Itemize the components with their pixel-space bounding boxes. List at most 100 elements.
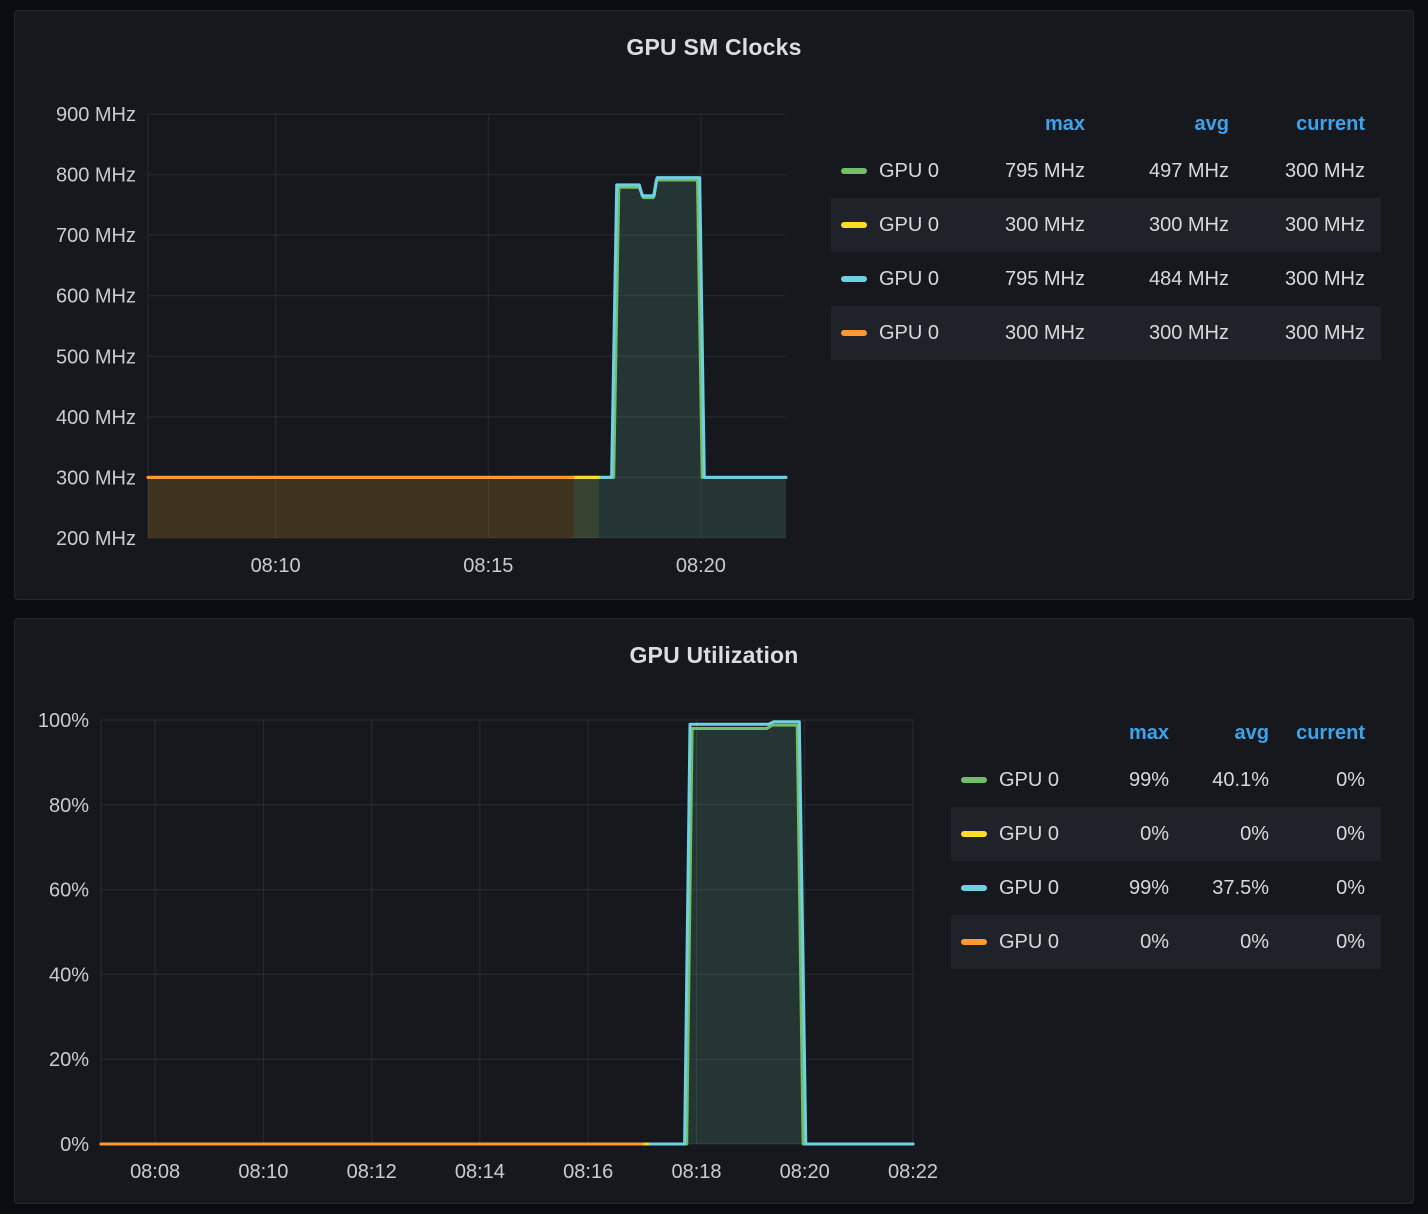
legend-series-label: GPU 0 [999,768,1060,791]
panel-title-gpu-utilization[interactable]: GPU Utilization [629,642,799,668]
legend-value-current: 300 MHz [1284,267,1365,290]
series-fill-green [573,180,786,538]
legend-series-label: GPU 0 [999,822,1060,845]
y-tick-label: 80% [49,795,89,817]
legend-value-current: 0% [1336,768,1365,791]
legend-header-current[interactable]: current [1296,721,1365,744]
legend-value-current: 0% [1336,930,1365,953]
legend-value-max: 795 MHz [1004,159,1085,182]
legend-row-yellow[interactable]: GPU 0 300 MHz 300 MHz 300 MHz [831,198,1381,252]
legend-row-orange[interactable]: GPU 0 0% 0% 0% [951,915,1381,969]
series-color-swatch [841,330,867,336]
y-tick-label: 200 MHz [56,528,136,550]
legend-series: GPU 0 [831,214,981,237]
legend-header-avg[interactable]: avg [1194,112,1229,135]
legend-series: GPU 0 [951,823,1091,846]
x-tick-label: 08:10 [251,555,301,577]
legend-header: max avg current [831,104,1381,144]
legend-value-max: 99% [1128,876,1169,899]
legend-value-max: 795 MHz [1004,267,1085,290]
legend-series: GPU 0 [831,160,981,183]
y-tick-label: 700 MHz [56,225,136,247]
series-line-cyan [640,720,915,1146]
gpu-sm-clocks-legend: max avg current GPU 0 795 MHz 497 MHz 30… [831,104,1381,360]
legend-value-avg: 484 MHz [1148,267,1229,290]
y-tick-label: 400 MHz [56,407,136,429]
x-tick-label: 08:18 [671,1161,721,1183]
series-fill-orange [148,477,574,538]
legend-series-label: GPU 0 [879,213,940,236]
x-tick-label: 08:10 [238,1161,288,1183]
series-fill-cyan [642,721,913,1144]
legend-value-max: 0% [1140,930,1169,953]
x-tick-label: 08:16 [563,1161,613,1183]
series-color-swatch [961,777,987,783]
y-tick-label: 900 MHz [56,104,136,126]
legend-value-current: 300 MHz [1284,159,1365,182]
legend-series: GPU 0 [831,322,981,345]
x-tick-label: 08:15 [463,555,513,577]
legend-row-green[interactable]: GPU 0 795 MHz 497 MHz 300 MHz [831,144,1381,198]
y-tick-label: 800 MHz [56,165,136,187]
legend-value-avg: 40.1% [1212,768,1269,791]
legend-value-avg: 497 MHz [1148,159,1229,182]
x-tick-label: 08:12 [347,1161,397,1183]
y-tick-label: 500 MHz [56,346,136,368]
legend-series: GPU 0 [951,769,1091,792]
legend-header-current[interactable]: current [1296,112,1365,135]
legend-value-max: 0% [1140,822,1169,845]
legend-series-label: GPU 0 [879,267,940,290]
legend-series: GPU 0 [831,268,981,291]
y-tick-label: 60% [49,880,89,902]
legend-header-avg[interactable]: avg [1234,721,1269,744]
legend-value-avg: 0% [1240,822,1269,845]
legend-value-avg: 300 MHz [1148,213,1229,236]
series-fill-cyan [573,177,786,538]
series-color-swatch [841,276,867,282]
legend-series-label: GPU 0 [879,321,940,344]
panel-title-gpu-sm-clocks[interactable]: GPU SM Clocks [626,34,802,60]
legend-value-current: 300 MHz [1284,321,1365,344]
y-tick-label: 0% [60,1134,89,1156]
series-line-green [640,723,915,1146]
series-color-swatch [961,939,987,945]
legend-value-avg: 300 MHz [1148,321,1229,344]
series-line-green [571,178,788,479]
y-tick-label: 100% [38,710,89,732]
legend-value-max: 300 MHz [1004,213,1085,236]
legend-row-cyan[interactable]: GPU 0 795 MHz 484 MHz 300 MHz [831,252,1381,306]
x-tick-label: 08:22 [888,1161,938,1183]
legend-value-max: 99% [1128,768,1169,791]
panel-gpu-utilization: GPU Utilization 0% 20% 40% 60% 80% 100% 08:08 0… [14,618,1414,1204]
legend-header-max[interactable]: max [1044,112,1085,135]
series-color-swatch [841,222,867,228]
legend-series: GPU 0 [951,877,1091,900]
legend-series-label: GPU 0 [999,930,1060,953]
legend-row-yellow[interactable]: GPU 0 0% 0% 0% [951,807,1381,861]
legend-row-green[interactable]: GPU 0 99% 40.1% 0% [951,753,1381,807]
legend-row-orange[interactable]: GPU 0 300 MHz 300 MHz 300 MHz [831,306,1381,360]
x-tick-label: 08:20 [676,555,726,577]
series-color-swatch [961,885,987,891]
panel-gpu-sm-clocks: GPU SM Clocks 200 MHz 300 MHz 400 MHz 500 M… [14,10,1414,600]
x-tick-label: 08:20 [780,1161,830,1183]
y-tick-label: 20% [49,1049,89,1071]
legend-header-max[interactable]: max [1128,721,1169,744]
legend-row-cyan[interactable]: GPU 0 99% 37.5% 0% [951,861,1381,915]
legend-header: max avg current [951,713,1381,753]
series-color-swatch [961,831,987,837]
legend-series: GPU 0 [951,931,1091,954]
y-tick-label: 300 MHz [56,467,136,489]
legend-value-current: 0% [1336,822,1365,845]
legend-value-current: 0% [1336,876,1365,899]
gpu-utilization-chart[interactable]: 0% 20% 40% 60% 80% 100% 08:08 08:10 08:12 08:14 08… [15,705,955,1205]
gpu-sm-clocks-chart[interactable]: 200 MHz 300 MHz 400 MHz 500 MHz 600 MHz 700 M… [15,97,815,597]
series-line-cyan [571,176,788,479]
y-tick-label: 600 MHz [56,286,136,308]
legend-series-label: GPU 0 [999,876,1060,899]
x-tick-label: 08:14 [455,1161,505,1183]
legend-body: GPU 0 99% 40.1% 0% GPU 0 0% 0% 0% GPU 0 … [951,753,1381,969]
series-fill-green [642,725,913,1144]
legend-value-max: 300 MHz [1004,321,1085,344]
x-tick-label: 08:08 [130,1161,180,1183]
